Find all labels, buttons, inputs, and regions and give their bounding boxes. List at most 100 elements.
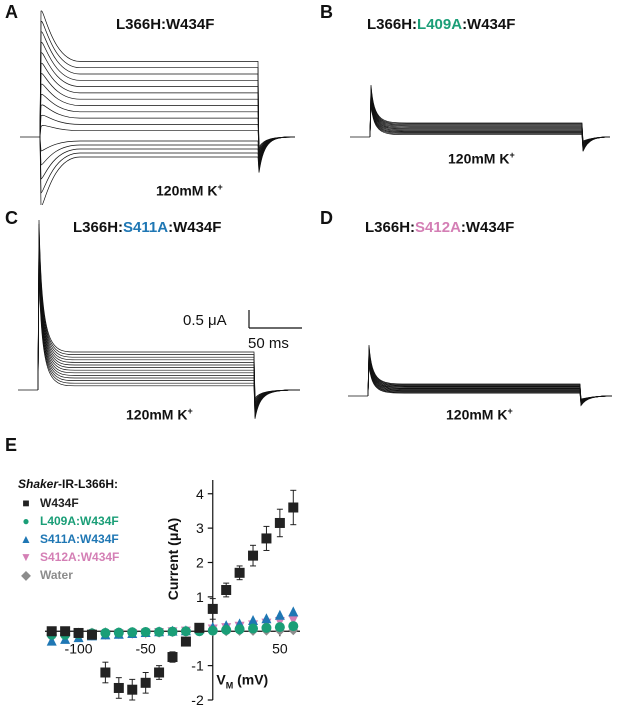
- data-point: [207, 625, 218, 636]
- current-trace: [367, 358, 612, 405]
- data-point: [274, 622, 285, 633]
- current-trace: [367, 359, 612, 405]
- x-tick-label: 50: [272, 640, 288, 656]
- panel-letter-d: D: [320, 208, 333, 228]
- panel-letter-b: B: [320, 2, 333, 22]
- data-point: [288, 606, 299, 617]
- data-point: [140, 677, 151, 688]
- data-point: [180, 636, 191, 647]
- current-traces-a: [20, 10, 296, 205]
- diamond-marker-icon: ◆: [21, 568, 31, 582]
- data-point: [100, 627, 111, 638]
- current-trace: [369, 90, 611, 146]
- current-trace: [39, 94, 296, 152]
- circle-marker-icon: ●: [22, 514, 30, 528]
- data-point: [221, 624, 232, 635]
- series-w434f: [46, 489, 299, 701]
- panel-title-d: L366H:S412A:W434F: [365, 219, 515, 236]
- current-trace: [369, 89, 611, 145]
- x-tick-label: -100: [65, 640, 93, 656]
- current-trace: [369, 104, 611, 152]
- data-point: [261, 613, 272, 624]
- panel-title-c: L366H:S411A:W434F: [73, 219, 222, 236]
- legend-item-l409a: ● L409A:W434F: [18, 512, 119, 530]
- current-trace: [39, 136, 296, 168]
- current-trace: [39, 73, 296, 156]
- legend: Shaker-IR-L366H: ■ W434F ● L409A:W434F ▲ S4…: [18, 477, 119, 584]
- y-axis-label: Current (μA): [165, 518, 181, 600]
- panel-title-a: L366H:W434F: [116, 16, 215, 33]
- data-point: [113, 627, 124, 638]
- current-trace: [39, 10, 296, 165]
- mutation-label-d: S412A: [415, 219, 461, 236]
- current-trace: [367, 352, 612, 403]
- data-point: [46, 626, 57, 637]
- data-point: [288, 502, 299, 513]
- current-traces-b: [350, 84, 611, 152]
- data-point: [248, 623, 259, 634]
- data-point: [154, 667, 165, 678]
- current-trace: [367, 355, 612, 404]
- panel-letter-e: E: [5, 435, 18, 455]
- legend-heading: Shaker-IR-L366H:: [18, 477, 119, 491]
- data-point: [127, 627, 138, 638]
- data-point: [73, 627, 84, 638]
- current-trace: [39, 21, 296, 164]
- current-trace: [369, 93, 611, 147]
- data-point: [100, 667, 111, 678]
- current-trace: [369, 96, 611, 149]
- condition-label-c: 120mM K+: [126, 406, 193, 423]
- y-tick-label: -1: [191, 658, 204, 674]
- current-trace: [39, 125, 296, 149]
- current-trace: [39, 63, 296, 157]
- data-point: [194, 622, 205, 633]
- current-trace: [39, 83, 296, 154]
- scale-bar-current-label: 0.5 μA: [183, 312, 227, 329]
- data-point: [261, 533, 272, 544]
- data-point: [46, 635, 57, 646]
- data-point: [261, 622, 272, 633]
- data-point: [140, 626, 151, 637]
- current-trace: [367, 350, 612, 402]
- current-trace: [369, 95, 611, 148]
- data-point: [221, 585, 232, 595]
- current-trace: [39, 136, 296, 167]
- data-point: [86, 629, 97, 640]
- condition-label-b: 120mM K+: [448, 150, 515, 167]
- data-point: [288, 615, 299, 626]
- iv-plot: -2 -1 1 2 3 4 -100 -50 50 Current (μA) VM (mV): [45, 480, 300, 708]
- legend-item-s411a: ▲ S411A:W434F: [18, 530, 119, 548]
- data-point: [127, 684, 138, 695]
- data-point: [167, 652, 178, 663]
- current-trace: [369, 92, 611, 146]
- y-tick-label: 4: [196, 486, 204, 502]
- x-tick-label: -50: [136, 640, 156, 656]
- current-trace: [39, 31, 296, 162]
- panel-letter-a: A: [5, 2, 18, 22]
- data-point: [274, 517, 285, 528]
- current-trace: [367, 353, 612, 403]
- current-trace: [367, 356, 612, 404]
- data-point: [113, 682, 124, 693]
- current-trace: [37, 271, 301, 419]
- triangle-up-marker-icon: ▲: [20, 532, 32, 546]
- mutation-label-c: S411A: [123, 219, 169, 236]
- current-trace: [367, 361, 612, 406]
- condition-label-d: 120mM K+: [446, 406, 513, 423]
- data-point: [248, 614, 259, 625]
- current-trace: [39, 136, 296, 205]
- panel-letter-c: C: [5, 208, 18, 228]
- data-point: [274, 609, 285, 620]
- y-tick-label: -2: [191, 692, 204, 708]
- data-point: [167, 626, 178, 637]
- current-trace: [367, 364, 612, 407]
- mutation-label-b: L409A: [417, 16, 463, 33]
- current-traces-d: [348, 344, 612, 407]
- y-tick-label: 1: [196, 589, 204, 605]
- panel-title-b: L366H:L409A:W434F: [367, 16, 516, 33]
- y-tick-label: 3: [196, 520, 204, 536]
- current-trace: [39, 42, 296, 160]
- scale-bar-time-label: 50 ms: [248, 335, 289, 352]
- data-point: [248, 550, 259, 561]
- legend-item-water: ◆ Water: [18, 566, 119, 584]
